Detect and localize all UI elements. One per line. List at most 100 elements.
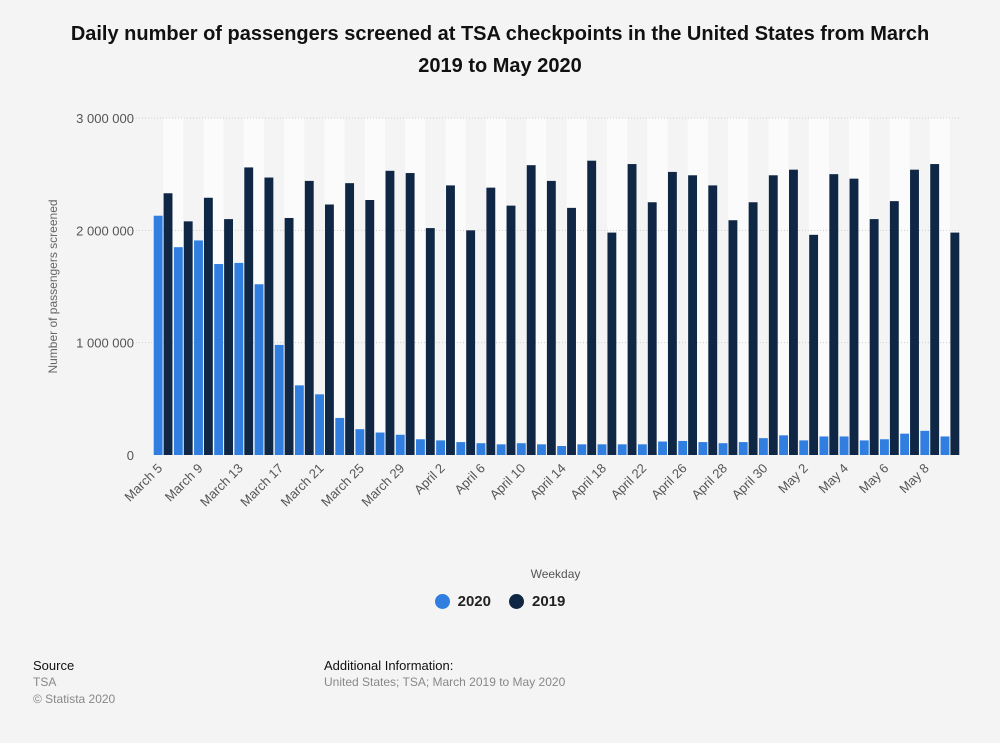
x-tick-label: April 26 (648, 461, 690, 503)
bar-2019 (889, 201, 899, 455)
bar-2020 (839, 436, 849, 455)
x-tick-label: April 14 (527, 461, 569, 503)
bar-2020 (940, 436, 950, 455)
bar-2020 (537, 444, 546, 455)
legend-item-2020[interactable]: 2020 (434, 593, 491, 610)
bar-2019 (163, 193, 173, 455)
bar-2019 (405, 173, 415, 455)
bar-2019 (667, 171, 677, 456)
y-tick-label: 1 000 000 (76, 336, 134, 351)
bar-2019 (829, 174, 839, 455)
bar-2020 (355, 429, 365, 455)
bar-2020 (819, 436, 829, 455)
additional-info-text: United States; TSA; March 2019 to May 20… (324, 675, 566, 689)
bar-2019 (849, 178, 859, 455)
bar-2019 (728, 220, 738, 455)
x-tick-label: April 10 (487, 461, 529, 503)
bar-2020 (194, 240, 203, 455)
bar-2020 (436, 440, 446, 455)
additional-info-heading: Additional Information: (324, 658, 454, 673)
x-tick-label: April 22 (608, 461, 650, 503)
bar-2020 (718, 443, 728, 455)
bar-2020 (920, 430, 930, 455)
bar-2019 (546, 180, 556, 455)
bar-2020 (415, 439, 425, 455)
bar-2019 (446, 185, 455, 455)
bar-2020 (375, 432, 385, 455)
legend-label-2020: 2020 (457, 593, 491, 610)
x-tick-label: March 17 (237, 461, 286, 510)
bar-2019 (284, 217, 294, 455)
x-tick-label: April 28 (688, 461, 730, 503)
bar-2020 (799, 440, 809, 455)
x-axis-title: Weekday (531, 567, 581, 581)
source-block: Source TSA © Statista 2020 (33, 657, 115, 708)
legend-marker-2020 (434, 594, 450, 609)
bar-2019 (324, 204, 334, 455)
x-tick-label: March 25 (318, 461, 367, 510)
x-tick-label: March 5 (121, 461, 165, 505)
bar-2019 (183, 221, 193, 455)
x-tick-label: March 13 (197, 461, 246, 510)
bar-2019 (567, 207, 576, 455)
x-tick-label: May 6 (856, 461, 892, 497)
bar-2020 (678, 440, 688, 455)
bar-2020 (617, 444, 627, 455)
bar-2020 (880, 439, 889, 455)
bar-2019 (708, 185, 718, 455)
bar-2019 (627, 164, 637, 455)
x-tick-label: May 2 (775, 461, 811, 497)
x-tick-label: April 6 (451, 461, 488, 498)
bar-2020 (274, 344, 284, 455)
bar-2019 (365, 200, 375, 455)
bar-2019 (203, 197, 213, 456)
bar-2019 (910, 169, 919, 455)
bar-2019 (486, 187, 496, 455)
bar-2019 (768, 175, 778, 456)
chart-legend: 2020 2019 (0, 593, 1000, 610)
bar-2019 (647, 202, 657, 455)
x-tick-label: March 29 (358, 461, 407, 510)
bar-2020 (637, 444, 647, 455)
bar-2020 (698, 442, 708, 455)
bar-2019 (425, 228, 435, 455)
bar-2020 (738, 442, 748, 455)
legend-marker-2019 (509, 594, 524, 609)
bar-2020 (597, 444, 607, 455)
bar-2019 (950, 232, 960, 455)
y-tick-label: 3 000 000 (76, 111, 134, 126)
bar-2020 (758, 438, 768, 455)
bar-2019 (930, 164, 940, 455)
y-tick-label: 2 000 000 (76, 223, 134, 238)
bar-2020 (779, 435, 789, 455)
y-tick-label: 0 (127, 448, 134, 463)
source-heading: Source (33, 658, 75, 673)
bar-2019 (789, 169, 798, 455)
y-axis-title: Number of passengers screened (46, 199, 60, 373)
bar-2019 (607, 232, 617, 455)
bar-2020 (315, 394, 324, 455)
bar-2020 (476, 443, 486, 455)
bar-2020 (234, 262, 244, 455)
bar-2020 (214, 264, 224, 455)
bar-2020 (658, 441, 667, 455)
bar-2019 (466, 230, 476, 455)
bar-2019 (809, 234, 819, 455)
bar-2019 (244, 167, 254, 455)
bar-2020 (254, 284, 264, 455)
source-line: TSA (33, 675, 57, 689)
bar-2019 (224, 219, 233, 455)
bar-2019 (748, 202, 758, 455)
bar-2020 (577, 444, 587, 455)
legend-label-2019: 2019 (532, 593, 566, 610)
legend-item-2019[interactable]: 2019 (509, 593, 565, 610)
bar-2019 (345, 183, 355, 456)
bar-2020 (294, 385, 304, 455)
bar-2020 (859, 440, 869, 455)
bar-2019 (385, 170, 395, 455)
bar-2020 (335, 417, 345, 455)
x-tick-label: April 18 (567, 461, 609, 503)
additional-info-block: Additional Information: United States; T… (324, 657, 565, 691)
bar-2020 (496, 444, 506, 455)
